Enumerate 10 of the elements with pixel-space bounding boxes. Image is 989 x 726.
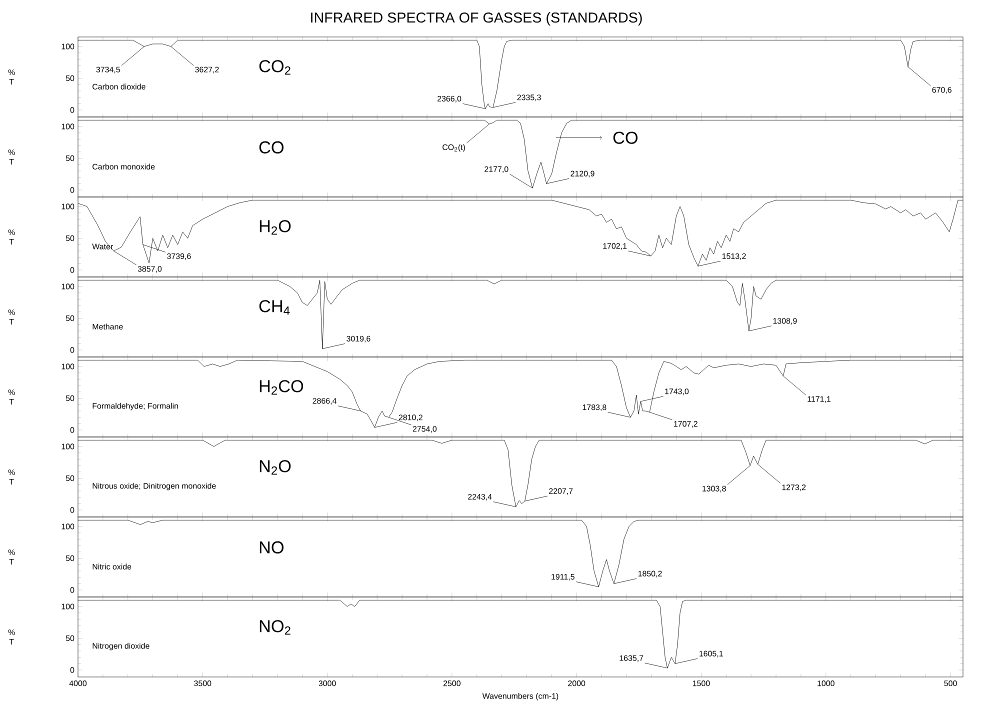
annotation: CO$_{2}$ [259,60,290,75]
chart-title: INFRARED SPECTRA OF GASSES (STANDARDS) [311,12,642,26]
annotation: CO [259,141,284,154]
annotation: CH$_{4}$ [259,300,290,315]
annotation: H$_{2}$CO [260,380,304,395]
annotation: NO [260,541,284,554]
annotation: N$_{2}$O [260,460,291,475]
annotation: NO$_{2}$ [260,620,290,635]
annotation: H$_{2}$O [260,220,291,235]
annotation: CO [613,132,638,144]
